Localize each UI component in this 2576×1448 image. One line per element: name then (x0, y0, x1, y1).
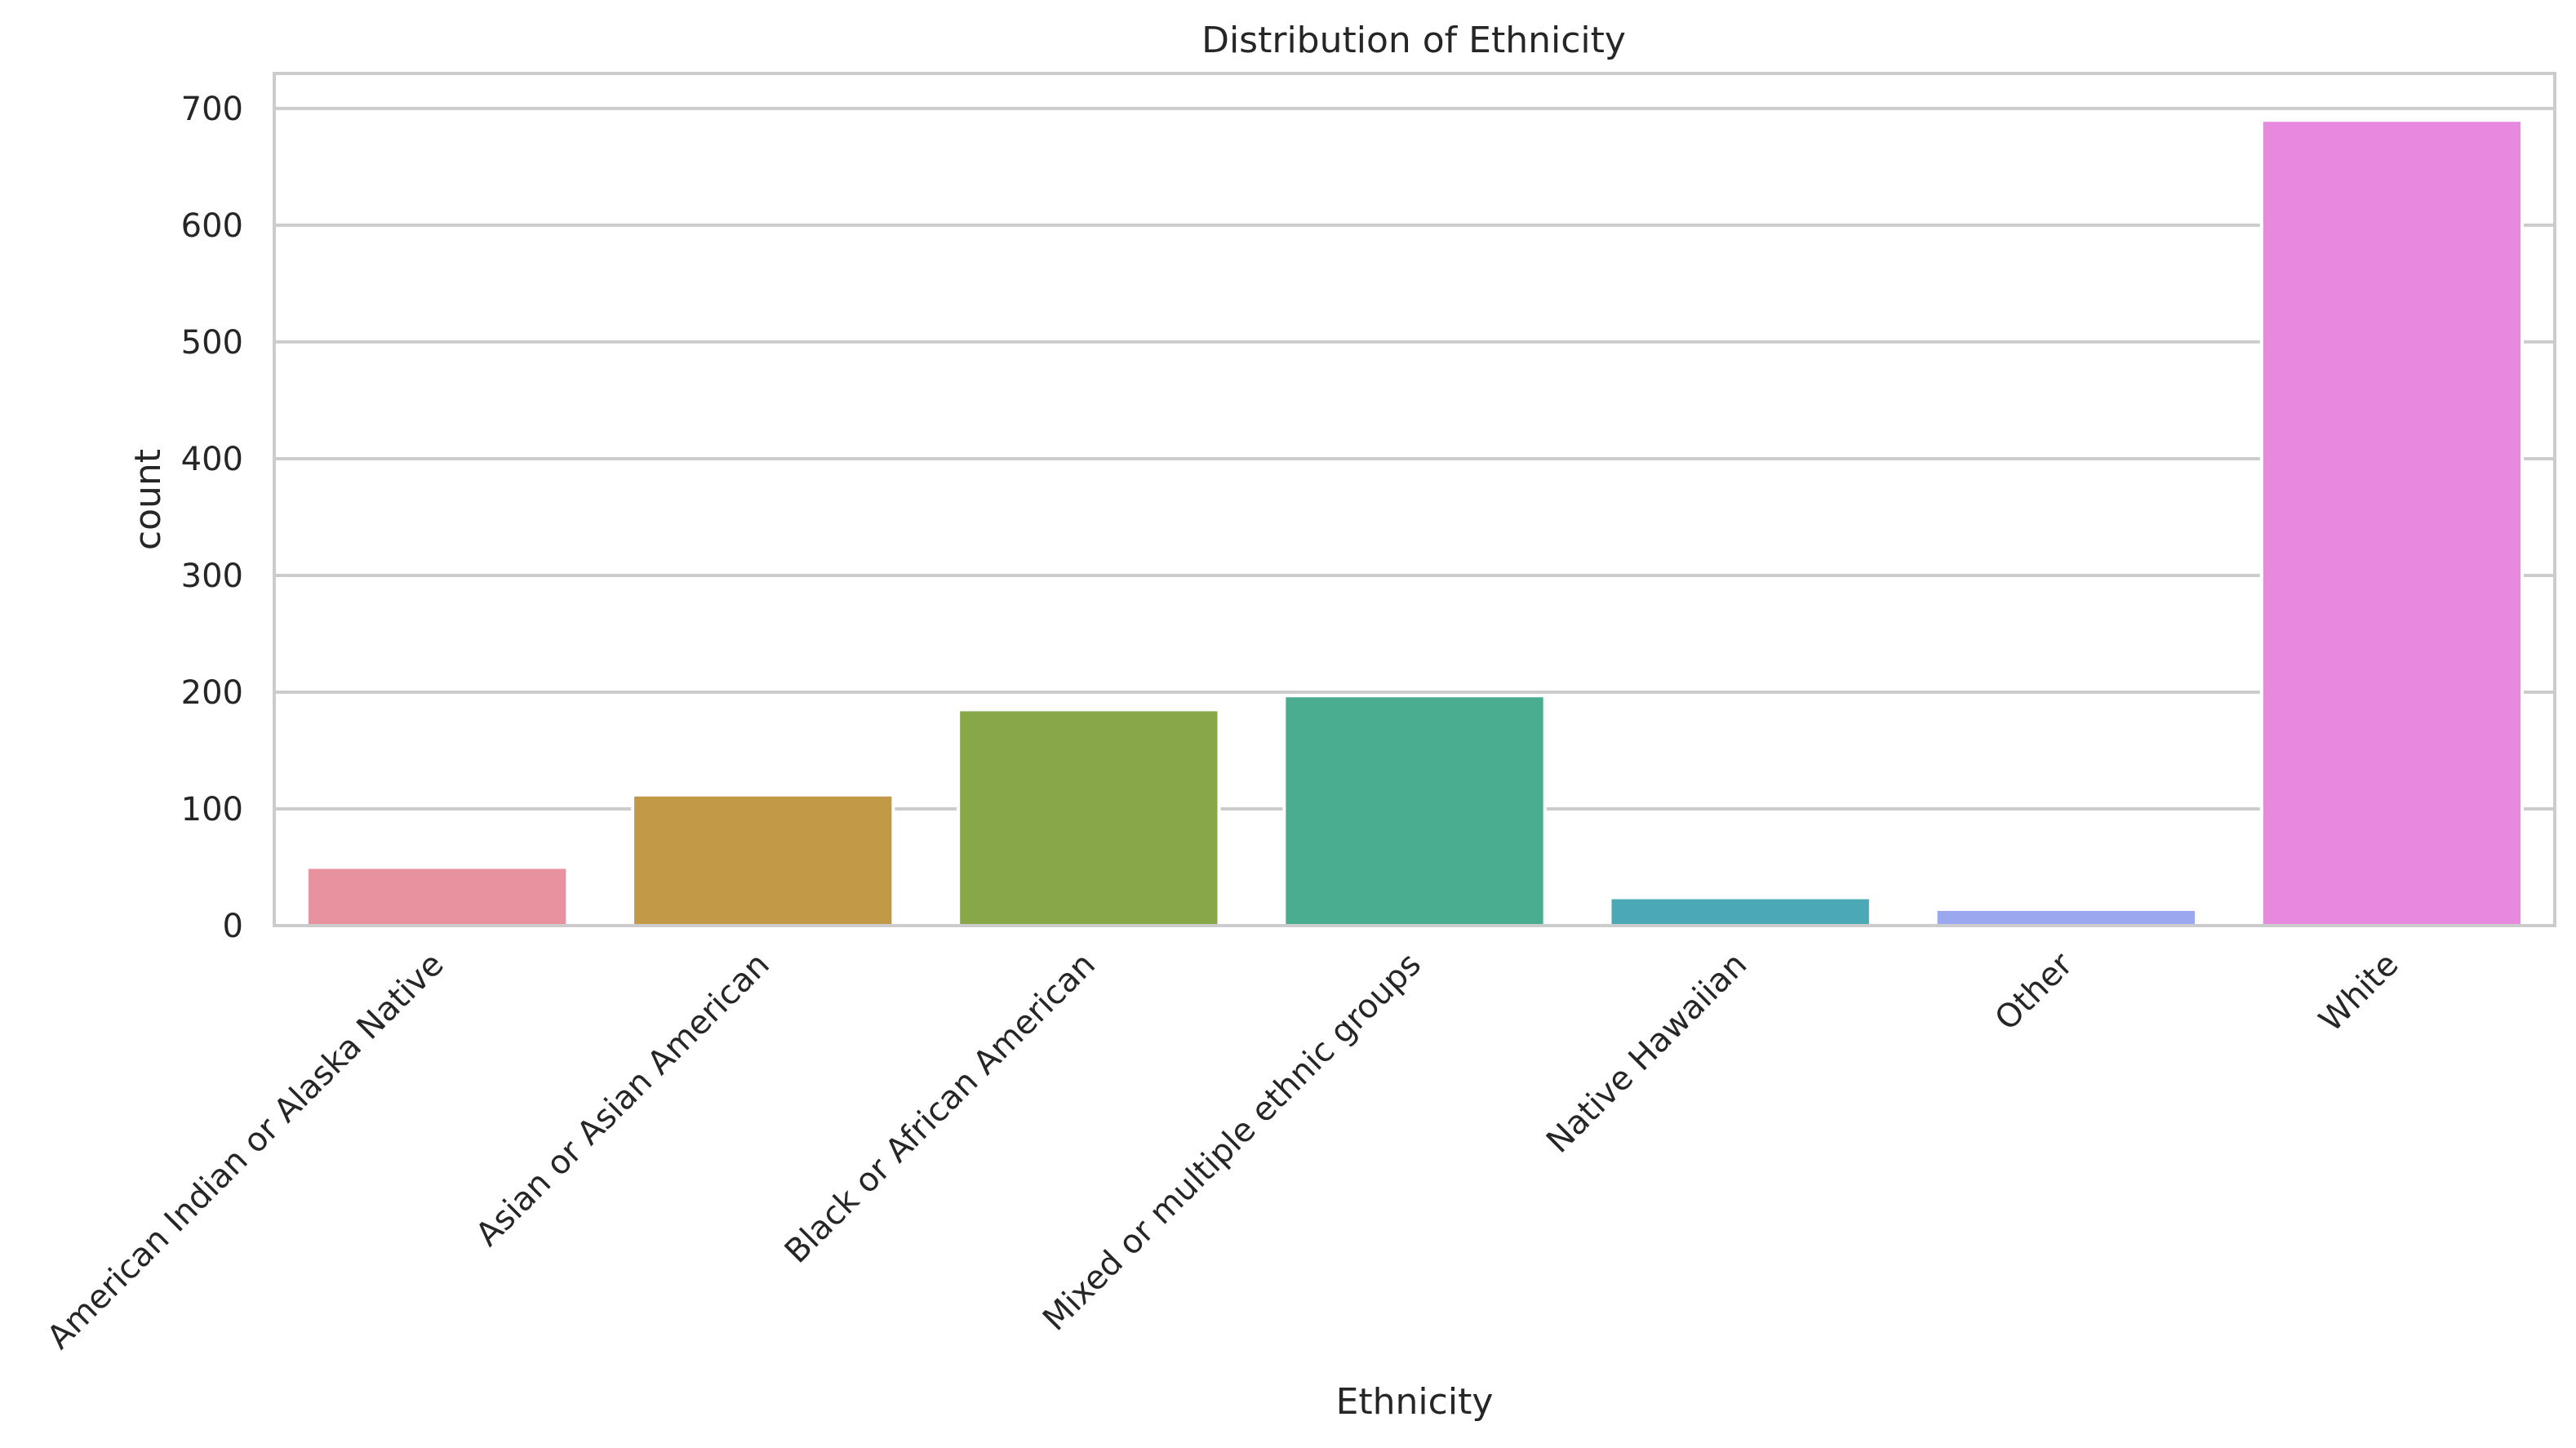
y-tick-label: 500 (181, 324, 243, 362)
x-axis-ticks: American Indian or Alaska Native Asian or… (40, 945, 2405, 1357)
y-tick-label: 700 (181, 91, 243, 128)
x-tick-label: Mixed or multiple ethnic groups (1036, 946, 1428, 1339)
x-tick-label: Asian or Asian American (469, 946, 776, 1254)
bar (957, 708, 1221, 928)
x-tick-label: Other (1988, 945, 2081, 1037)
x-tick-label: American Indian or Alaska Native (40, 946, 451, 1357)
x-tick-label: White (2312, 946, 2406, 1040)
y-tick-label: 400 (181, 441, 243, 478)
y-tick-label: 300 (181, 557, 243, 595)
bar (304, 865, 570, 928)
y-tick-label: 200 (181, 674, 243, 712)
bar (631, 793, 895, 927)
y-tick-label: 100 (181, 791, 243, 828)
bar (1608, 895, 1872, 928)
x-tick-label: Black or African American (778, 946, 1103, 1271)
y-axis-ticks: 0 100 200 300 400 500 600 700 (181, 91, 243, 945)
chart-title: Distribution of Ethnicity (1201, 20, 1626, 61)
plot-area-frame (273, 72, 2556, 927)
bar (1282, 694, 1547, 927)
y-tick-label: 600 (181, 207, 243, 245)
x-tick-label: Native Hawaiian (1539, 946, 1754, 1161)
bar (1934, 907, 2198, 927)
y-axis-label: count (127, 449, 169, 550)
bar (2259, 118, 2525, 927)
y-tick-label: 0 (223, 908, 243, 945)
x-axis-label: Ethnicity (1336, 1381, 1494, 1423)
bars (304, 118, 2525, 928)
